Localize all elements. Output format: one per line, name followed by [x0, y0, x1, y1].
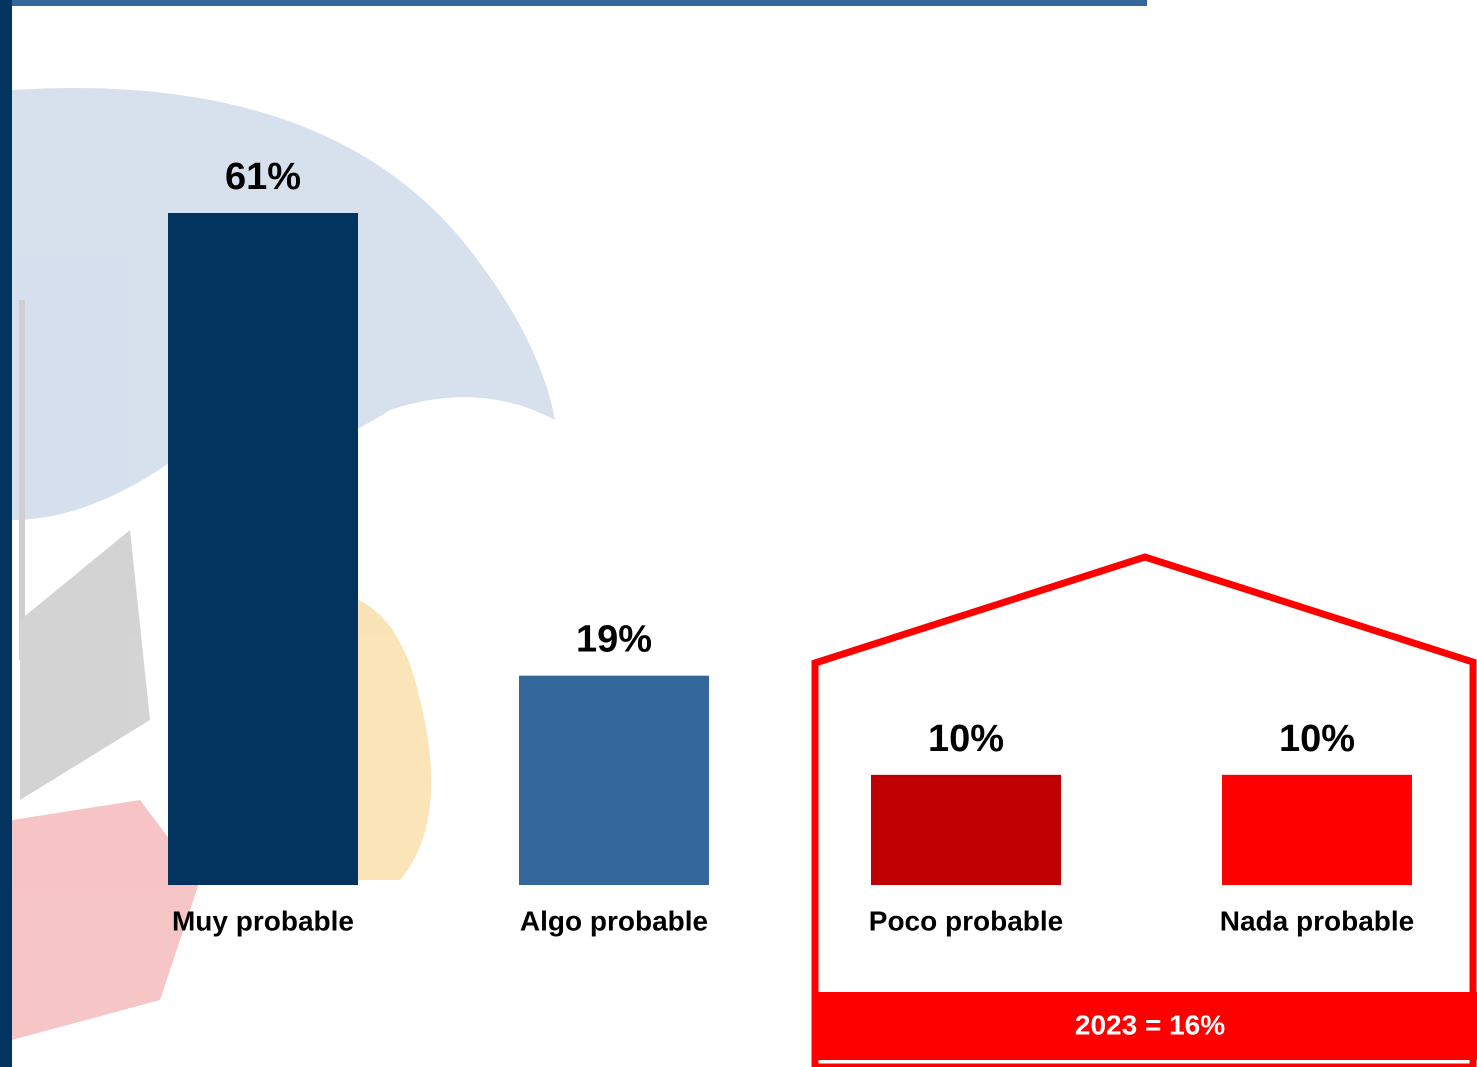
top-rule	[0, 0, 1147, 6]
annotation-band	[812, 992, 1477, 1060]
bar	[871, 774, 1061, 885]
bar	[168, 213, 358, 885]
category-label: Nada probable	[1220, 905, 1414, 936]
value-label: 10%	[928, 718, 1004, 760]
bar	[1222, 774, 1412, 885]
value-label: 19%	[576, 619, 652, 661]
category-label: Algo probable	[520, 905, 708, 936]
category-label: Muy probable	[172, 905, 354, 936]
bar	[519, 675, 709, 885]
value-label: 10%	[1279, 718, 1355, 760]
annotation: 2023 = 16%	[1075, 1009, 1225, 1040]
category-label: Poco probable	[869, 905, 1063, 936]
left-rule	[0, 0, 12, 1067]
value-label: 61%	[225, 156, 301, 198]
